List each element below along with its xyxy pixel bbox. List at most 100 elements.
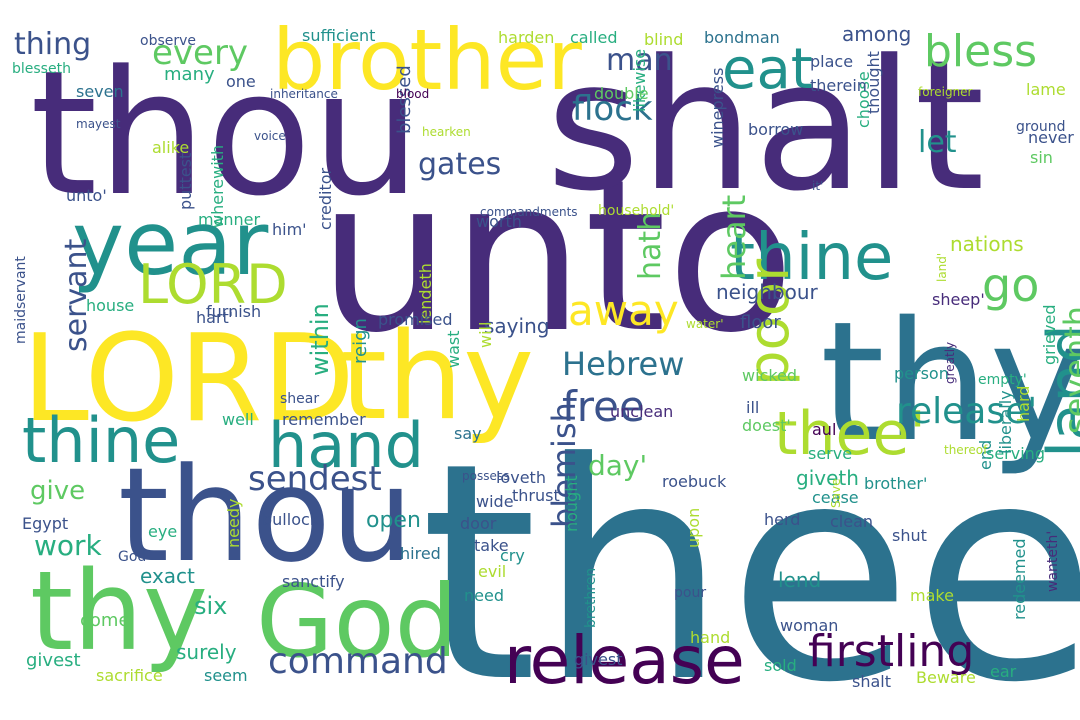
cloud-word: house [86,296,135,315]
cloud-word: need [464,586,504,605]
cloud-word: firstling [808,626,975,677]
cloud-word: go [982,258,1040,312]
cloud-word: lend [778,568,822,592]
cloud-word: grieved [1040,304,1059,366]
cloud-word: work [34,529,102,562]
cloud-word: creditor [316,167,335,230]
cloud-word: upon [684,507,703,548]
cloud-word: woman [780,616,839,635]
cloud-word: seventh [1057,305,1080,434]
cloud-word: wanteth' [1045,530,1061,592]
cloud-word: manner [198,210,261,229]
cloud-word: ground [1016,119,1066,135]
cloud-word: borrow [748,120,804,139]
cloud-word: givest [26,650,81,671]
cloud-word: year [72,192,269,295]
cloud-word: sanctify [282,572,345,591]
cloud-word: sacrifice [96,666,163,685]
cloud-word: give [30,476,86,506]
cloud-word: blind [644,30,684,49]
cloud-word: take [474,536,509,555]
cloud-word: serving [986,444,1045,463]
cloud-word: thee' [774,399,926,469]
cloud-word: aul [812,420,837,439]
cloud-word: release' [896,391,1038,432]
cloud-word: come [80,610,130,631]
cloud-word: within [306,303,334,376]
cloud-word: cry [500,546,525,565]
cloud-word: thy [820,286,1080,478]
cloud-word: sendest [248,459,382,499]
cloud-word: reign [350,318,371,364]
cloud-word: inheritance [270,87,338,101]
cloud-word: giveth [796,466,859,490]
cloud-word: exact [140,564,195,588]
cloud-word: called [570,28,618,47]
cloud-word: double [594,84,649,103]
cloud-word: sufficient [302,26,376,45]
cloud-word: foreigner [918,85,973,99]
cloud-word: neighbour [716,280,818,304]
cloud-word: needy [224,498,243,548]
cloud-word: hearken [422,125,471,139]
cloud-word: Beware [916,668,976,687]
cloud-word: unto' [66,186,107,205]
cloud-word: nations [950,232,1024,256]
cloud-word: saying [484,314,550,338]
cloud-word: eat [722,37,813,102]
cloud-word: unto [318,134,796,379]
cloud-word: loveth [496,468,546,487]
cloud-word: surely [176,640,237,664]
cloud-word: doest' [742,416,791,435]
cloud-word: blesseth [12,61,71,77]
cloud-word: shalt [546,22,985,231]
cloud-word: promised [378,310,453,329]
cloud-word: Egypt [22,514,69,533]
cloud-word: well [222,410,254,429]
cloud-word: seven [76,82,124,101]
cloud-word: bondman [704,28,780,47]
cloud-word: hart' [196,308,234,327]
cloud-word: thine [22,404,181,477]
cloud-word: away [568,286,679,335]
cloud-word: brother' [864,474,928,493]
cloud-word: release [504,622,745,699]
cloud-word: redeemed [1010,538,1029,621]
cloud-word: wast [444,330,463,369]
cloud-word: six [194,592,228,620]
cloud-word: therein [810,76,867,95]
cloud-word: thy [340,308,535,447]
cloud-word: blood [396,87,430,101]
cloud-word: furnish [206,302,262,321]
cloud-word: liberally [996,390,1015,454]
cloud-word: pour [674,585,707,601]
cloud-word: harden [498,28,555,47]
cloud-word: land' [935,252,949,282]
cloud-word: thou [30,33,421,234]
cloud-word: Hebrew [562,345,685,383]
cloud-word: lame [1026,80,1066,99]
cloud-word: day' [588,449,648,482]
cloud-word: among [842,22,912,46]
cloud-word: thereof [944,443,988,457]
cloud-word: remember [282,410,366,429]
cloud-word: thy [30,547,208,675]
cloud-word: many [164,64,215,85]
cloud-word: command [268,641,448,682]
cloud-word: shalt [852,672,891,691]
cloud-word: open [366,508,421,533]
cloud-word: water' [686,317,724,331]
cloud-word: mayest [76,117,121,131]
cloud-word: sold [764,656,797,675]
cloud-word: hired [400,544,441,563]
cloud-word: empty' [978,372,1027,388]
cloud-word: him' [272,220,307,239]
cloud-word: ear [990,662,1017,681]
cloud-word: door [460,514,497,533]
cloud-word: alike [152,138,190,157]
cloud-word: brother [272,11,582,109]
cloud-word: winepress [708,67,727,148]
cloud-word: worth [476,212,522,231]
cloud-word: thine [730,221,894,295]
